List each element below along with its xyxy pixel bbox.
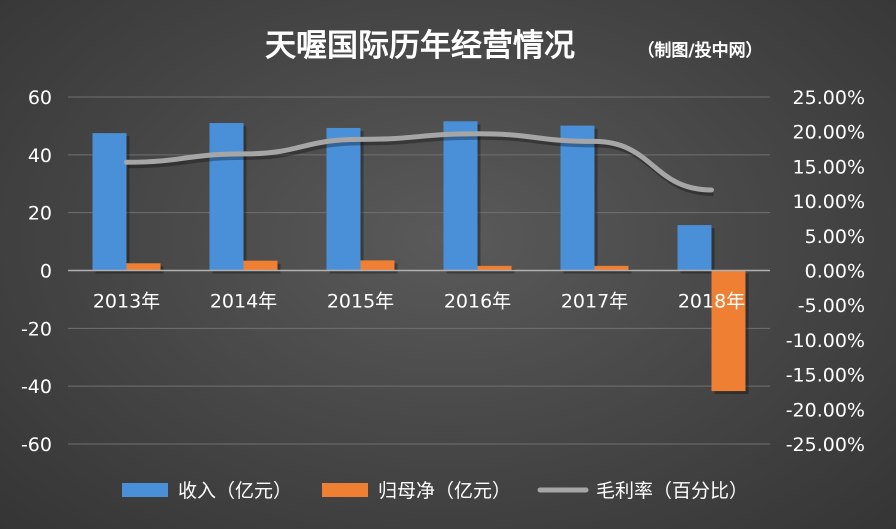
bar-revenue xyxy=(209,123,244,271)
right-tick-label: 0.00% xyxy=(805,261,865,283)
legend: 收入（亿元） 归母净（亿元） 毛利率（百分比） xyxy=(122,480,748,502)
gross-margin-point xyxy=(711,189,712,191)
right-tick-label: -5.00% xyxy=(798,295,865,317)
bar-revenue xyxy=(443,121,478,271)
right-tick-label: -10.00% xyxy=(786,330,865,352)
right-tick-label: -25.00% xyxy=(786,434,865,456)
gross-margin-point xyxy=(594,140,595,142)
gross-margin-point xyxy=(477,133,478,135)
x-tick-label: 2018年 xyxy=(678,291,745,313)
grid-layer xyxy=(68,96,770,445)
chart-title: 天喔国际历年经营情况 xyxy=(265,28,575,64)
x-tick-label: 2014年 xyxy=(210,291,277,313)
left-tick-label: -40 xyxy=(21,376,52,398)
legend-swatch xyxy=(122,483,168,497)
gross-margin-point xyxy=(243,153,244,155)
bar-net-profit xyxy=(126,263,161,271)
bar-net-profit xyxy=(243,260,278,271)
legend-label: 毛利率（百分比） xyxy=(596,480,748,502)
axis-layer: 60 40 20 0 -20 -40 -60 25.00% 20.00% 15.00% 10.00%… xyxy=(21,87,865,456)
right-tick-label: 20.00% xyxy=(793,122,865,144)
gross-margin-line xyxy=(124,131,714,193)
left-tick-label: -20 xyxy=(21,318,52,340)
bar-net-profit xyxy=(594,265,629,271)
line-layer xyxy=(124,131,714,196)
left-tick-label: 60 xyxy=(28,87,52,109)
bar-revenue xyxy=(92,133,127,271)
legend-label: 收入（亿元） xyxy=(178,480,292,502)
right-tick-label: 10.00% xyxy=(793,191,865,213)
bar-revenue xyxy=(326,127,361,271)
gross-margin-point xyxy=(126,161,127,163)
bar-revenue xyxy=(560,125,595,271)
right-tick-label: -15.00% xyxy=(786,365,865,387)
x-tick-label: 2017年 xyxy=(561,291,628,313)
right-tick-label: -20.00% xyxy=(786,399,865,421)
legend-swatch xyxy=(322,483,368,497)
gross-margin-point xyxy=(360,138,361,140)
legend-label: 归母净（亿元） xyxy=(378,480,511,502)
left-tick-label: -60 xyxy=(21,434,52,456)
right-tick-label: 25.00% xyxy=(793,87,865,109)
bar-net-profit xyxy=(360,260,395,271)
right-tick-label: 15.00% xyxy=(793,156,865,178)
right-tick-label: 5.00% xyxy=(805,226,865,248)
bar-net-profit xyxy=(477,265,512,271)
bars-layer xyxy=(92,121,749,395)
bar-net-profit xyxy=(711,270,746,392)
x-tick-label: 2015年 xyxy=(327,291,394,313)
left-tick-label: 0 xyxy=(40,261,52,283)
chart-subtitle: （制图/投中网） xyxy=(637,40,762,61)
bar-revenue xyxy=(677,225,712,271)
left-tick-label: 40 xyxy=(28,145,52,167)
x-tick-label: 2013年 xyxy=(93,291,160,313)
x-tick-label: 2016年 xyxy=(444,291,511,313)
left-tick-label: 20 xyxy=(28,203,52,225)
